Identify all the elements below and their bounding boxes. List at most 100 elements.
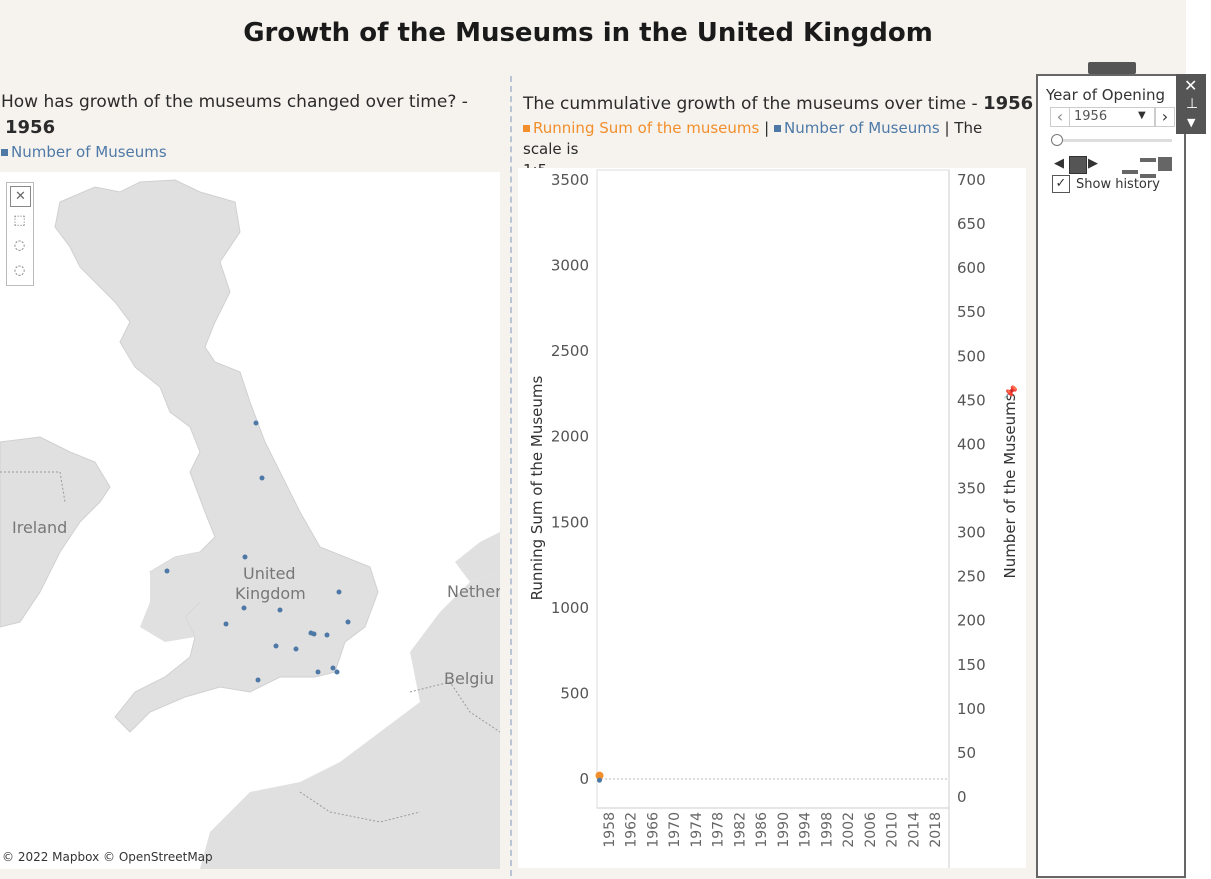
y-left-tick-label: 0 (579, 770, 589, 788)
pin-clear-icon[interactable]: ✕ (10, 186, 31, 207)
chart-title: The cummulative growth of the museums ov… (523, 94, 978, 114)
museum-points[interactable] (164, 420, 351, 683)
x-tick-label: 2002 (841, 812, 857, 848)
speed-slow-icon[interactable] (1122, 158, 1138, 174)
filter-panel (1036, 74, 1186, 878)
y-left-tick-label: 3500 (551, 171, 589, 189)
speed-fast-icon[interactable] (1158, 157, 1172, 171)
y-right-tick-label: 600 (957, 259, 986, 277)
year-dropdown-value: 1956 (1074, 109, 1108, 124)
scale-note: | The scale is (523, 119, 983, 158)
y-right-tick-label: 350 (957, 480, 986, 498)
chart-title-line: The cummulative growth of the museums ov… (523, 93, 1033, 114)
x-tick-label: 2018 (928, 812, 944, 848)
next-year-button[interactable]: › (1155, 107, 1175, 127)
map-attribution[interactable]: © 2022 Mapbox © OpenStreetMap (2, 850, 213, 864)
map-legend[interactable]: Number of Museums (1, 143, 167, 161)
panel-divider (510, 76, 512, 876)
y-right-tick-label: 100 (957, 700, 986, 718)
chart-year: 1956 (983, 93, 1034, 114)
x-tick-label: 1994 (798, 812, 814, 848)
legend-number[interactable]: Number of Museums (783, 119, 940, 137)
x-tick-label: 1970 (667, 812, 683, 848)
y-right-tick-label: 200 (957, 612, 986, 630)
map-legend-label: Number of Museums (11, 143, 167, 161)
year-dropdown[interactable]: 1956 ▼ (1069, 107, 1155, 127)
map-year: 1956 (5, 117, 56, 138)
map-label-uk-1: United (243, 564, 296, 583)
play-forward-icon[interactable]: ▶ (1088, 156, 1098, 171)
legend-blue-swatch-icon (773, 125, 781, 132)
x-tick-label: 1966 (645, 812, 661, 848)
y-right-tick-label: 500 (957, 347, 986, 365)
x-tick-label: 1978 (711, 812, 727, 848)
uk-map[interactable]: Ireland United Kingdom Nether Belgiu © 2… (0, 172, 500, 869)
year-slider-track[interactable] (1052, 139, 1172, 142)
map-label-ireland: Ireland (12, 518, 68, 537)
show-history-checkbox[interactable]: ✓ (1052, 175, 1070, 193)
y-left-tick-label: 2000 (551, 428, 589, 446)
legend-swatch-icon (1, 149, 8, 156)
y-left-axis-title: Running Sum of the Museums (528, 375, 546, 600)
stop-icon[interactable] (1069, 156, 1087, 174)
y-right-tick-label: 50 (957, 744, 976, 762)
x-tick-label: 2014 (906, 812, 922, 848)
pin-icon[interactable]: ⊥ (1186, 96, 1199, 112)
y-left-tick-label: 1000 (551, 599, 589, 617)
drag-handle[interactable] (1088, 62, 1136, 74)
dropdown-arrow-icon: ▼ (1138, 110, 1146, 121)
chart-svg: 3500300025002000150010005000700650600550… (528, 169, 1019, 868)
x-tick-label: 2006 (863, 812, 879, 848)
legend-orange-swatch-icon (523, 125, 530, 132)
x-tick-label: 1958 (602, 812, 618, 848)
x-tick-label: 2010 (885, 812, 901, 848)
y-right-tick-label: 550 (957, 303, 986, 321)
y-right-tick-label: 450 (957, 391, 986, 409)
filter-label: Year of Opening (1046, 86, 1166, 104)
y-right-axis-title: Number of the Museums (1001, 393, 1019, 578)
dual-axis-chart[interactable]: 3500 3000 2500 2000 1500 1000 500 0 700 650 600 550… (518, 168, 1026, 868)
map-label-netherlands: Nether (447, 582, 500, 601)
filter-dock-bar: ✕ ⊥ ▼ (1176, 74, 1206, 134)
rect-select-icon[interactable]: ⬚ (13, 213, 26, 228)
x-tick-label: 1998 (819, 812, 835, 848)
axis-pin-icon: 📌 (1003, 384, 1018, 399)
map-toolbar: ✕ ⬚ ◌ ◌ (6, 182, 34, 286)
running-sum-point (595, 771, 604, 780)
y-left-tick-label: 3000 (551, 257, 589, 275)
y-right-tick-label: 300 (957, 524, 986, 542)
y-right-tick-label: 400 (957, 435, 986, 453)
y-left-tick-label: 2500 (551, 342, 589, 360)
plot-frame (596, 169, 950, 809)
y-right-tick-label: 700 (957, 171, 986, 189)
map-label-belgium: Belgiu (444, 669, 495, 688)
y-left-tick-label: 500 (560, 684, 589, 702)
dashboard-title: Growth of the Museums in the United King… (243, 18, 933, 48)
map-label-uk-2: Kingdom (235, 584, 306, 603)
prev-year-button[interactable]: ‹ (1050, 107, 1070, 127)
play-back-icon[interactable]: ◀ (1054, 156, 1064, 171)
x-tick-label: 1986 (754, 812, 770, 848)
y-right-tick-label: 150 (957, 656, 986, 674)
lasso-select-icon[interactable]: ◌ (13, 263, 26, 278)
close-icon[interactable]: ✕ (1184, 76, 1198, 95)
radial-select-icon[interactable]: ◌ (13, 238, 26, 253)
menu-dropdown-icon[interactable]: ▼ (1187, 116, 1196, 129)
y-right-tick-label: 650 (957, 215, 986, 233)
speed-medium-icon[interactable] (1140, 158, 1156, 178)
y-right-tick-label: 0 (957, 788, 967, 806)
right-strip (1186, 0, 1211, 879)
show-history-label: Show history (1076, 177, 1160, 192)
legend-running-sum[interactable]: Running Sum of the museums (533, 119, 760, 137)
map-subtitle: How has growth of the museums changed ov… (1, 92, 468, 112)
x-tick-label: 1990 (776, 812, 792, 848)
x-tick-label: 1962 (624, 812, 640, 848)
legend-separator: | (764, 119, 770, 137)
number-museums-point (597, 777, 602, 783)
x-tick-label: 1982 (732, 812, 748, 848)
year-slider-thumb[interactable] (1051, 134, 1063, 146)
y-left-tick-label: 1500 (551, 513, 589, 531)
y-right-tick-label: 250 (957, 568, 986, 586)
x-tick-label: 1974 (689, 812, 705, 848)
map-canvas (0, 172, 500, 869)
